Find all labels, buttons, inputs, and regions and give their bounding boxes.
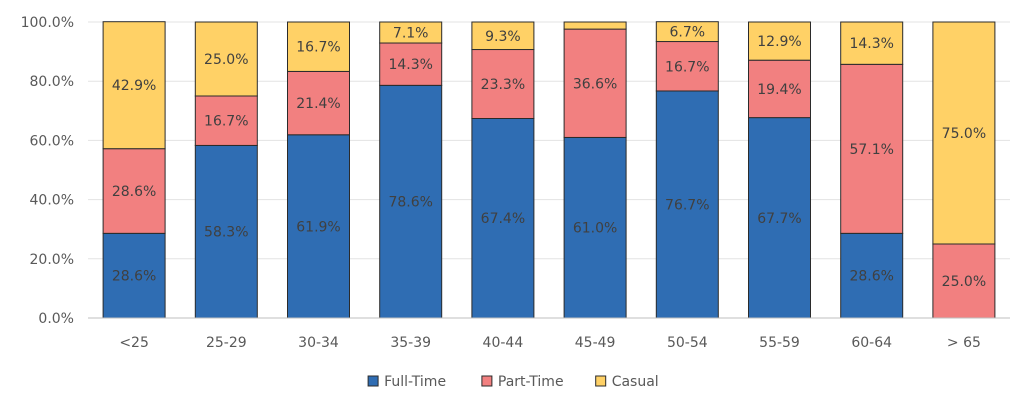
data-label: 25.0% [204, 52, 248, 68]
data-label: 75.0% [942, 126, 986, 142]
data-label: 19.4% [757, 82, 801, 98]
data-label: 61.9% [296, 219, 340, 235]
x-tick-label: 25-29 [206, 335, 247, 351]
data-label: 57.1% [849, 142, 893, 158]
data-label: 28.6% [112, 269, 156, 285]
bars: 28.6% 28.6% 42.9% 58.3% 16.7% 25.0% 61.9% 21.4%… [102, 21, 996, 319]
data-label: 36.6% [573, 76, 617, 92]
data-label: 16.7% [204, 114, 248, 130]
bar-segment [748, 21, 811, 61]
data-label: 78.6% [388, 195, 432, 211]
y-axis: 0.0% 20.0% 40.0% 60.0% 80.0% 100.0% [21, 15, 74, 327]
x-tick-label: 50-54 [667, 335, 708, 351]
x-tick-label: 60-64 [851, 335, 892, 351]
data-label: 14.3% [849, 36, 893, 52]
x-tick-label: 35-39 [390, 335, 431, 351]
y-tick-label: 80.0% [30, 74, 74, 90]
data-label: 14.3% [388, 57, 432, 73]
bar-segment [840, 232, 904, 319]
bar-segment [655, 90, 719, 319]
data-label: 23.3% [481, 77, 525, 93]
data-label: 67.4% [481, 211, 525, 227]
data-label: 25.0% [942, 274, 986, 290]
x-tick-label: > 65 [947, 335, 981, 351]
bar-segment [655, 21, 719, 43]
legend-swatch [481, 375, 493, 387]
bar-segment [194, 21, 258, 97]
data-label: 28.6% [112, 184, 156, 200]
data-label: 9.3% [485, 29, 521, 45]
data-label: 21.4% [296, 96, 340, 112]
y-tick-label: 40.0% [30, 193, 74, 209]
bar-segment [655, 41, 719, 92]
bar-segment [102, 232, 166, 319]
y-tick-label: 60.0% [30, 133, 74, 149]
data-label: 7.1% [393, 26, 429, 42]
y-tick-label: 100.0% [21, 15, 74, 31]
x-tick-label: 45-49 [575, 335, 616, 351]
bar-segment [748, 117, 811, 319]
data-label: 6.7% [670, 25, 706, 41]
bar-segment [471, 117, 535, 319]
x-axis: <25 25-29 30-34 35-39 40-44 45-49 50-54 55-59 60… [88, 317, 1010, 351]
bar-segment [748, 59, 811, 119]
bar-segment [563, 136, 627, 319]
bar-segment [379, 84, 443, 319]
bar-segment [932, 21, 996, 245]
bar-segment [471, 49, 535, 119]
x-tick-label: <25 [119, 335, 149, 351]
data-label: 61.0% [573, 221, 617, 237]
bar-segment [840, 63, 904, 234]
bar-segment [102, 21, 166, 150]
legend: Full-Time Part-Time Casual [367, 374, 659, 390]
bar-segment [287, 21, 350, 72]
legend-label: Part-Time [498, 374, 564, 390]
legend-label: Full-Time [384, 374, 446, 390]
y-tick-label: 20.0% [30, 252, 74, 268]
legend-swatch [367, 375, 379, 387]
data-label: 16.7% [296, 40, 340, 56]
data-label: 42.9% [112, 78, 156, 94]
data-label: 12.9% [757, 34, 801, 50]
y-tick-label: 0.0% [38, 311, 74, 327]
bar-segment [471, 21, 535, 51]
data-label: 67.7% [757, 211, 801, 227]
bar-segment [563, 21, 627, 30]
data-label: 16.7% [665, 59, 709, 75]
bar-segment [287, 70, 350, 136]
bar-segment [379, 21, 443, 44]
data-label: 28.6% [849, 269, 893, 285]
x-tick-label: 30-34 [298, 335, 339, 351]
bar-segment [102, 148, 166, 234]
bar-segment [287, 134, 350, 319]
x-tick-label: 55-59 [759, 335, 800, 351]
legend-label: Casual [612, 374, 659, 390]
data-label: 76.7% [665, 197, 709, 213]
legend-swatch [595, 375, 607, 387]
data-label: 58.3% [204, 225, 248, 241]
x-tick-label: 40-44 [483, 335, 524, 351]
bar-segment [840, 21, 904, 65]
